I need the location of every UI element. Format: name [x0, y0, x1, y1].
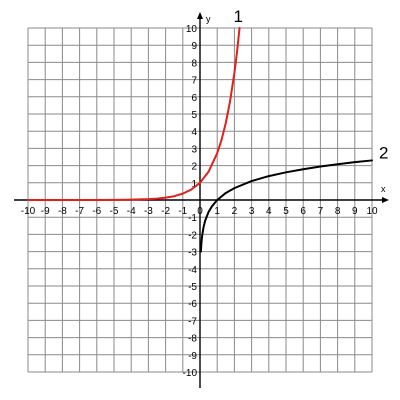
x-tick-label: -10	[21, 206, 36, 217]
y-tick-label: -5	[188, 282, 197, 293]
y-tick-label: -1	[188, 213, 197, 224]
y-tick-label: -3	[188, 248, 197, 259]
x-tick-label: -8	[58, 206, 67, 217]
x-tick-label: 7	[318, 206, 324, 217]
y-tick-label: -2	[188, 230, 197, 241]
x-tick-label: 10	[366, 206, 378, 217]
y-tick-label: 2	[191, 162, 197, 173]
x-axis-arrow	[382, 197, 389, 203]
y-axis-label: y	[206, 14, 211, 24]
x-tick-label: -4	[127, 206, 136, 217]
x-tick-label: -7	[75, 206, 84, 217]
x-tick-label: -5	[110, 206, 119, 217]
tick-labels: -10 -9 -8 -7 -6 -5 -4 -3 -2 -1 0 1 2 3 4 5 6 7 8 9 10-10-9-8…	[21, 24, 378, 379]
x-tick-label: 3	[249, 206, 255, 217]
x-tick-label: 1	[214, 206, 220, 217]
y-axis-arrow	[197, 12, 203, 19]
series	[27, 27, 373, 253]
x-tick-label: -2	[161, 206, 170, 217]
y-tick-label: -6	[188, 299, 197, 310]
y-tick-label: -10	[183, 368, 198, 379]
x-tick-label: -9	[41, 206, 50, 217]
curve-1	[27, 27, 241, 201]
x-tick-label: 0	[197, 206, 203, 217]
x-tick-label: -6	[92, 206, 101, 217]
x-tick-label: -1	[178, 206, 187, 217]
x-tick-label: 8	[335, 206, 341, 217]
x-tick-label: -3	[144, 206, 153, 217]
curve-label-2: 2	[379, 143, 388, 162]
y-tick-label: 5	[191, 110, 197, 121]
x-tick-label: 6	[300, 206, 306, 217]
y-tick-label: -4	[188, 265, 197, 276]
x-tick-label: 5	[283, 206, 289, 217]
y-tick-label: 8	[191, 58, 197, 69]
y-tick-label: 9	[191, 41, 197, 52]
y-tick-label: 6	[191, 93, 197, 104]
y-tick-label: 1	[191, 179, 197, 190]
x-tick-label: 4	[266, 206, 272, 217]
curve-label-1: 1	[234, 7, 243, 26]
y-tick-label: -9	[188, 351, 197, 362]
y-tick-label: -8	[188, 334, 197, 345]
series-labels: 12	[234, 7, 389, 162]
x-tick-label: 9	[352, 206, 358, 217]
y-tick-label: 3	[191, 144, 197, 155]
y-tick-label: 7	[191, 76, 197, 87]
y-tick-label: -7	[188, 316, 197, 327]
x-axis-label: x	[381, 184, 386, 194]
curve-2	[199, 159, 373, 253]
x-tick-label: 2	[232, 206, 238, 217]
y-tick-label: 10	[186, 24, 198, 35]
y-tick-label: 4	[191, 127, 197, 138]
